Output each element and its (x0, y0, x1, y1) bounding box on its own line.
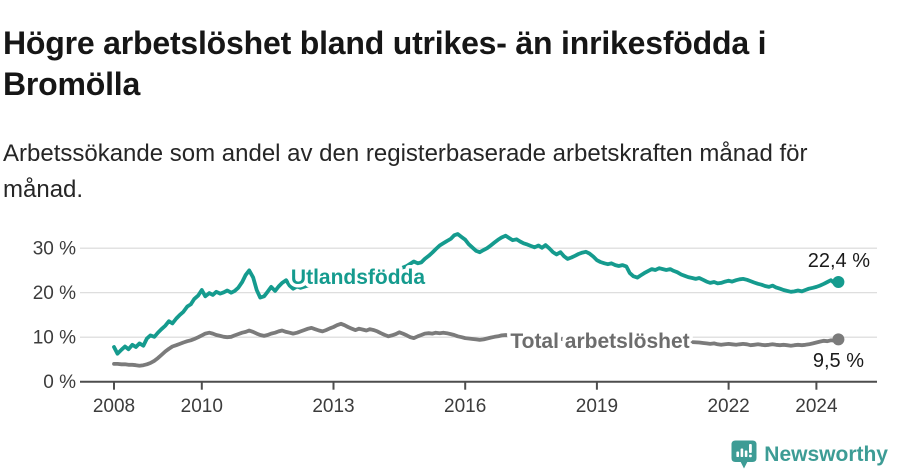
logo-bubble-chart-icon (731, 440, 757, 469)
series-line-1 (112, 321, 841, 368)
series-end-value-0: 22,4 % (808, 250, 870, 272)
series-label-1: Total arbetslöshet (510, 330, 689, 353)
series-end-dot-0 (832, 276, 845, 288)
y-axis-tick-label: 20 % (33, 283, 76, 304)
x-axis-tick-label: 2024 (795, 396, 838, 417)
series-label-0: Utlandsfödda (291, 266, 425, 289)
x-axis-tick-label: 2013 (312, 396, 354, 417)
x-axis-tick-label: 2022 (707, 396, 749, 417)
series-end-dot-1 (832, 333, 845, 346)
series-line-0 (112, 232, 841, 356)
brand-name: Newsworthy (764, 443, 888, 466)
page-title: Högre arbetslöshet bland utrikes- än inr… (3, 25, 767, 103)
series-end-value-1: 9,5 % (813, 350, 864, 372)
x-axis-tick-label: 2008 (93, 396, 135, 417)
x-axis-tick-label: 2016 (444, 396, 486, 417)
x-axis-tick-label: 2010 (181, 396, 223, 417)
y-axis-tick-label: 30 % (33, 239, 76, 260)
y-axis-tick-label: 10 % (33, 328, 76, 349)
x-axis-tick-label: 2019 (576, 396, 618, 417)
line-chart: 0 % 10 % 20 % 30 % 2008 2010 2013 2016 2019 2022 2… (33, 232, 877, 417)
newsworthy-logo: Newsworthy (731, 440, 888, 470)
y-axis-tick-label: 0 % (43, 372, 76, 393)
page-subtitle: Arbetssökande som andel av den registerb… (3, 140, 808, 204)
